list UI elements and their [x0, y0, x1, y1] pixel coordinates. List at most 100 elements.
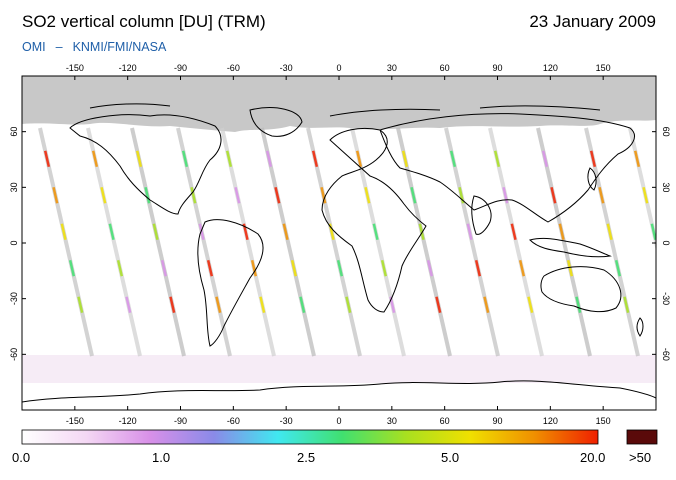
credit-instrument: OMI — [22, 40, 46, 54]
coast-greenland — [249, 107, 303, 137]
swath-segment — [345, 296, 352, 313]
swath-segment — [493, 150, 501, 168]
swath-segment — [43, 150, 51, 168]
coast-indonesia — [529, 237, 612, 258]
coast-south-america — [197, 219, 264, 347]
swath-segment — [623, 296, 630, 313]
swath-segment — [274, 187, 281, 204]
noise-band — [22, 355, 656, 383]
swath-segment — [225, 150, 233, 168]
lat-ticks-right: 60 30 0 -30 -60 — [652, 127, 671, 361]
lon-tick-label-bottom-6: 30 — [387, 416, 397, 426]
swath-segment — [410, 187, 417, 204]
swath-segment — [527, 296, 534, 313]
lon-tick-label-top-3: -60 — [227, 63, 240, 73]
swath-segment — [259, 296, 266, 313]
lon-tick-label-bottom-3: -60 — [227, 416, 240, 426]
swath-segment — [160, 259, 168, 277]
swath-segment — [215, 296, 222, 313]
swath-segment — [466, 223, 473, 240]
colorbar — [21, 429, 599, 445]
coast-australia — [540, 266, 622, 313]
swath-segment — [518, 259, 526, 277]
coast-india — [471, 195, 492, 235]
swath-segment — [190, 187, 197, 204]
swath-segment — [152, 223, 159, 240]
swath-segment — [435, 296, 442, 313]
swath-segment — [558, 223, 565, 240]
lat-tick-label-left-1: 30 — [9, 182, 19, 192]
lon-tick-label-top-9: 120 — [543, 63, 558, 73]
lat-tick-label-left-2: 0 — [9, 240, 19, 245]
swath-segment — [68, 259, 76, 277]
lat-tick-label-left-0: 60 — [9, 127, 19, 137]
colorbar-overflow-swatch — [626, 429, 658, 445]
lon-tick-label-top-10: 150 — [596, 63, 611, 73]
swath-segment — [614, 259, 622, 277]
lon-tick-label-bottom-7: 60 — [440, 416, 450, 426]
swath-segment — [598, 187, 605, 204]
swath-segment — [474, 259, 482, 277]
lon-tick-label-bottom-9: 120 — [543, 416, 558, 426]
swath-segment — [320, 187, 327, 204]
lon-tick-label-top-4: -30 — [280, 63, 293, 73]
swath-segment — [510, 223, 517, 240]
swath-segment — [550, 187, 557, 204]
swath-segment — [250, 259, 258, 277]
lon-ticks-top: -150 -120 -90 -60 -30 0 30 60 90 120 150 — [66, 63, 611, 80]
credit-institutes: KNMI/FMI/NASA — [72, 40, 167, 54]
swath-segment — [336, 259, 344, 277]
lat-tick-label-right-4: -60 — [661, 348, 671, 361]
map-title: SO2 vertical column [DU] (TRM) — [22, 12, 266, 31]
swath-segment — [181, 150, 189, 168]
lon-tick-label-bottom-8: 90 — [492, 416, 502, 426]
colorbar-label-0: 0.0 — [12, 450, 31, 465]
lon-tick-label-top-1: -120 — [119, 63, 137, 73]
map-date: 23 January 2009 — [529, 12, 656, 31]
swath-segment — [100, 187, 107, 204]
swath-segment — [660, 260, 664, 276]
swath-segment — [633, 150, 641, 168]
coast-north-america — [69, 114, 222, 215]
swath-segment — [144, 187, 151, 204]
lon-tick-label-top-2: -90 — [174, 63, 187, 73]
lon-tick-label-bottom-1: -120 — [119, 416, 137, 426]
coast-eurafrica — [321, 127, 427, 313]
orbit-swaths — [38, 127, 664, 357]
swath-segment — [91, 150, 99, 168]
swath-segment — [589, 150, 597, 168]
swath-segment — [52, 187, 59, 204]
swath-segment — [206, 259, 214, 277]
lon-tick-label-bottom-2: -90 — [174, 416, 187, 426]
swath-segment — [282, 223, 289, 240]
lat-tick-label-right-1: 30 — [661, 182, 671, 192]
swath-segment — [116, 259, 124, 277]
no-data-region — [22, 76, 656, 132]
lat-tick-label-left-4: -60 — [9, 348, 19, 361]
swath-segment — [575, 296, 582, 313]
coast-japan — [587, 167, 597, 191]
swath-segment — [502, 187, 509, 204]
colorbar-overflow-label: >50 — [629, 450, 652, 465]
swath-segment — [364, 187, 371, 204]
lat-ticks-left: 60 30 0 -30 -60 — [9, 127, 26, 361]
coast-asia — [379, 113, 635, 223]
swath-segment — [198, 223, 205, 240]
lon-tick-label-top-0: -150 — [66, 63, 84, 73]
lon-tick-label-top-7: 60 — [440, 63, 450, 73]
swath-segment — [541, 150, 549, 168]
swath-segment — [566, 259, 574, 277]
map-plot-area — [22, 76, 656, 410]
swath-segment — [426, 259, 434, 277]
swath-segment — [135, 150, 143, 168]
swath-segment — [169, 296, 176, 313]
lat-tick-label-left-3: -30 — [9, 292, 19, 305]
colorbar-label-2: 2.5 — [297, 450, 316, 465]
coastlines — [22, 103, 656, 403]
lat-tick-label-right-2: 0 — [661, 240, 671, 245]
swath-segment — [483, 296, 490, 313]
swath-segment — [108, 223, 115, 240]
swath-segment — [290, 259, 298, 277]
credit-separator: – — [55, 40, 63, 54]
